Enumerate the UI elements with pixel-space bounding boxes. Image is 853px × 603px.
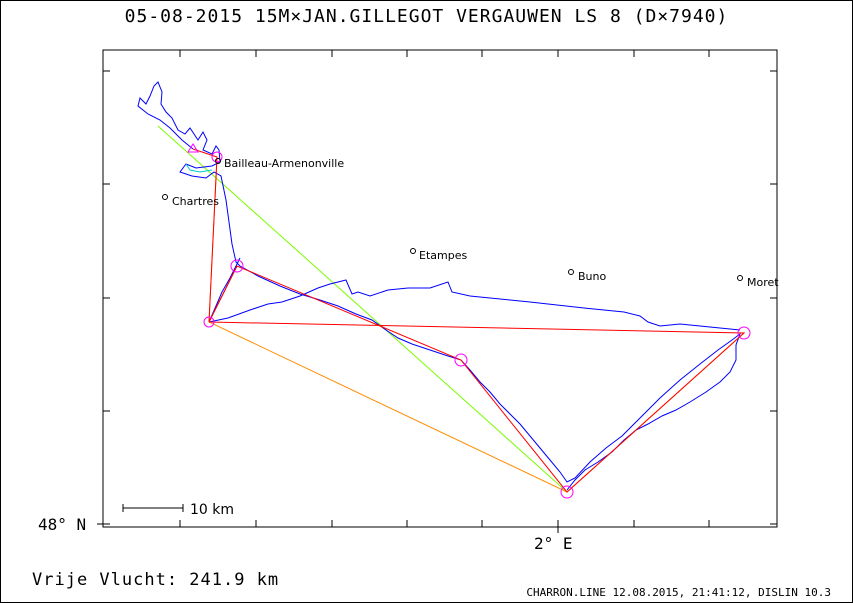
town-label-moret: Moret <box>747 276 779 289</box>
turnpoint-4 <box>454 353 468 367</box>
gps-track <box>137 81 742 491</box>
town-markers <box>162 158 743 281</box>
scale-bar-label: 10 km <box>190 502 234 518</box>
turnpoint-1 <box>211 151 223 163</box>
town-marker <box>215 158 221 164</box>
turnpoint-6 <box>737 326 751 340</box>
free-flight-distance: Vrije Vlucht: 241.9 km <box>32 570 280 590</box>
straight-line <box>157 125 568 493</box>
start-marker <box>187 143 199 153</box>
town-label-chartres: Chartres <box>172 195 219 208</box>
turnpoint-5 <box>560 485 574 499</box>
plot-area <box>102 49 778 528</box>
latitude-label: 48° N <box>38 515 86 534</box>
flight-title: 05-08-2015 15M×JAN.GILLEGOT VERGAUWEN LS… <box>124 6 729 27</box>
axis-ticks <box>97 50 777 533</box>
optimised-leg-return <box>208 265 238 323</box>
scale-bar <box>122 504 184 512</box>
optimised-legs <box>192 148 746 493</box>
town-marker <box>737 275 743 281</box>
town-marker <box>410 248 416 254</box>
turnpoint-2 <box>230 259 244 273</box>
longitude-label: 2° E <box>534 534 573 553</box>
turnpoint-3 <box>203 316 215 328</box>
credits-line: CHARRON.LINE 12.08.2015, 21:41:12, DISLI… <box>526 586 831 599</box>
town-label-bailleau: Bailleau-Armenonville <box>224 157 344 170</box>
turnpoints <box>203 151 751 499</box>
town-label-etampes: Etampes <box>419 249 467 262</box>
town-marker <box>162 194 168 200</box>
town-label-buno: Buno <box>578 270 606 283</box>
town-marker <box>568 269 574 275</box>
thermal-segment <box>185 163 213 173</box>
declared-task-line <box>208 156 745 493</box>
